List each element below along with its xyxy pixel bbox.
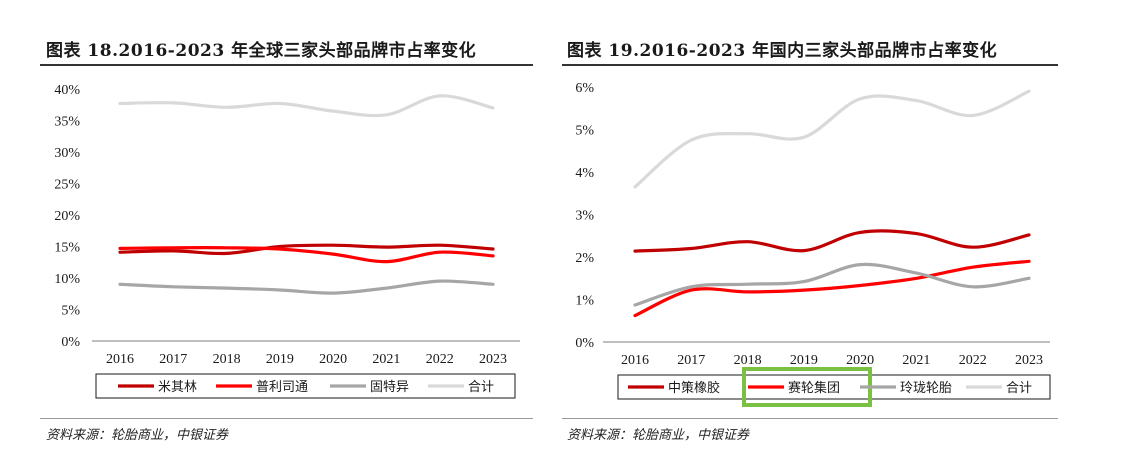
data-point xyxy=(858,230,862,234)
y-tick-label: 2% xyxy=(575,251,594,266)
data-point xyxy=(914,271,918,275)
x-tick-label: 2019 xyxy=(266,352,294,367)
series-line-4 xyxy=(118,94,495,118)
series-line-2 xyxy=(118,246,495,264)
y-tick-label: 0% xyxy=(61,335,80,350)
x-tick-label: 2023 xyxy=(1015,353,1043,368)
data-point xyxy=(746,290,750,294)
legend-label: 合计 xyxy=(1006,380,1032,395)
data-point xyxy=(689,285,693,289)
x-tick-label: 2017 xyxy=(159,352,187,367)
x-tick-label: 2020 xyxy=(846,353,874,368)
data-point xyxy=(802,249,806,253)
y-tick-label: 4% xyxy=(575,166,594,181)
y-tick-label: 40% xyxy=(54,83,80,98)
series-line-2 xyxy=(633,259,1031,318)
data-point xyxy=(1027,276,1031,280)
data-point xyxy=(858,97,862,101)
data-point xyxy=(971,245,975,249)
data-point xyxy=(858,263,862,267)
title-rule-right xyxy=(562,64,1058,66)
data-point xyxy=(971,265,975,269)
chart-left: 0% 5% 10% 15% 20% 25% 30% 35% 40% 2016 2017 2018 201… xyxy=(54,83,520,399)
legend-label: 米其林 xyxy=(158,379,197,394)
y-tick-label: 6% xyxy=(575,81,594,96)
x-tick-label: 2017 xyxy=(677,353,705,368)
x-tick-label: 2019 xyxy=(790,353,818,368)
legend-label: 玲珑轮胎 xyxy=(900,380,952,395)
data-point xyxy=(971,285,975,289)
y-tick-label: 15% xyxy=(54,241,80,256)
x-tick-label: 2022 xyxy=(426,352,454,367)
chart-right: 0% 1% 2% 3% 4% 5% 6% 2016 2017 2018 2019 2020 2021 20… xyxy=(575,81,1051,407)
data-point xyxy=(633,185,637,189)
x-tick-label: 2016 xyxy=(621,353,649,368)
data-point xyxy=(802,280,806,284)
data-point xyxy=(689,138,693,142)
x-tick-label: 2018 xyxy=(213,352,241,367)
data-point xyxy=(914,276,918,280)
y-tick-label: 30% xyxy=(54,146,80,161)
series-line-3 xyxy=(633,262,1031,307)
source-right: 资料来源：轮胎商业，中银证券 xyxy=(567,428,750,443)
data-point xyxy=(1027,89,1031,93)
data-point xyxy=(914,99,918,103)
data-point xyxy=(802,135,806,139)
data-point xyxy=(1027,233,1031,237)
chart-title-left: 图表 18.2016-2023 年全球三家头部品牌市占率变化 xyxy=(46,41,477,61)
legend-label: 合计 xyxy=(468,379,494,394)
series-line-3 xyxy=(118,279,495,295)
y-tick-label: 20% xyxy=(54,209,80,224)
data-point xyxy=(689,247,693,251)
x-tick-label: 2022 xyxy=(959,353,987,368)
x-tick-label: 2016 xyxy=(106,352,134,367)
legend-label: 普利司通 xyxy=(256,379,308,394)
data-point xyxy=(858,283,862,287)
legend-label: 固特异 xyxy=(370,379,409,394)
x-tick-label: 2021 xyxy=(372,352,400,367)
chart-title-right: 图表 19.2016-2023 年国内三家头部品牌市占率变化 xyxy=(567,41,998,61)
data-point xyxy=(802,288,806,292)
x-tick-label: 2023 xyxy=(479,352,507,367)
y-tick-label: 35% xyxy=(54,115,80,130)
y-tick-label: 0% xyxy=(575,336,594,351)
series-line-4 xyxy=(633,89,1031,189)
data-point xyxy=(914,232,918,236)
legend-label: 赛轮集团 xyxy=(788,380,840,395)
data-point xyxy=(633,249,637,253)
source-rule-right xyxy=(562,418,1058,419)
legend-label: 中策橡胶 xyxy=(668,380,720,395)
x-tick-label: 2021 xyxy=(902,353,930,368)
data-point xyxy=(971,113,975,117)
x-tick-label: 2018 xyxy=(734,353,762,368)
y-tick-label: 1% xyxy=(575,294,594,309)
data-point xyxy=(746,282,750,286)
data-point xyxy=(1027,259,1031,263)
title-rule-left xyxy=(40,64,533,66)
y-tick-label: 25% xyxy=(54,178,80,193)
data-point xyxy=(746,240,750,244)
series-line-1 xyxy=(633,229,1031,253)
source-left: 资料来源：轮胎商业，中银证券 xyxy=(46,428,229,443)
y-tick-label: 3% xyxy=(575,209,594,224)
y-tick-label: 5% xyxy=(575,124,594,139)
y-tick-label: 10% xyxy=(54,272,80,287)
data-point xyxy=(746,132,750,136)
data-point xyxy=(633,303,637,307)
x-tick-label: 2020 xyxy=(319,352,347,367)
data-point xyxy=(633,314,637,318)
series-line-1 xyxy=(118,243,495,256)
source-rule-left xyxy=(40,418,533,419)
y-tick-label: 5% xyxy=(61,304,80,319)
